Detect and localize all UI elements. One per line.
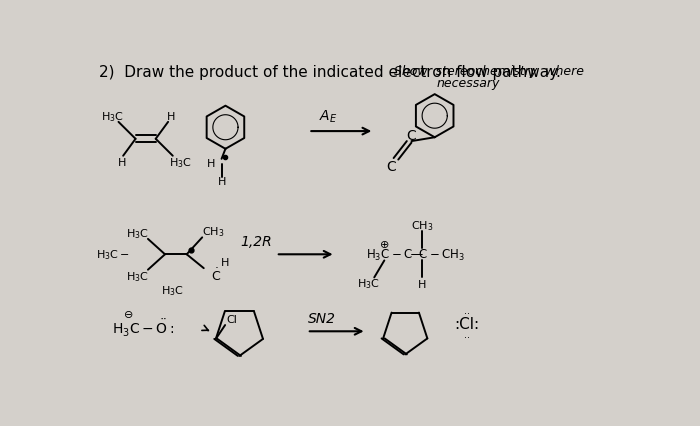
Text: ··: ·· (464, 309, 470, 319)
Text: $\mathregular{\dot{C}}$: $\mathregular{\dot{C}}$ (211, 266, 221, 283)
Text: $\mathregular{H_3C}$: $\mathregular{H_3C}$ (127, 269, 149, 283)
Text: $\mathregular{H_3C}$: $\mathregular{H_3C}$ (358, 277, 380, 291)
Text: 2)  Draw the product of the indicated electron flow pathway.: 2) Draw the product of the indicated ele… (99, 65, 561, 80)
Text: C: C (386, 159, 396, 173)
Text: ··: ·· (464, 332, 470, 342)
Text: Cl: Cl (226, 314, 237, 324)
Text: $\ominus$: $\ominus$ (122, 308, 133, 320)
Text: $A_E$: $A_E$ (318, 108, 337, 124)
Text: $\mathregular{H_3C}$: $\mathregular{H_3C}$ (161, 283, 184, 297)
Text: $\mathregular{-C-CH_3}$: $\mathregular{-C-CH_3}$ (409, 247, 466, 262)
Text: H: H (418, 279, 426, 289)
Text: $\mathregular{CH_3}$: $\mathregular{CH_3}$ (411, 219, 433, 233)
Text: $\mathregular{H_3C-\ddot{O}:}$: $\mathregular{H_3C-\ddot{O}:}$ (112, 317, 174, 338)
Text: 1,2R: 1,2R (241, 235, 272, 249)
Text: $\mathregular{H_3C}$: $\mathregular{H_3C}$ (127, 226, 149, 240)
Text: $\mathregular{CH_3}$: $\mathregular{CH_3}$ (202, 225, 224, 239)
Text: $\mathregular{H_3C-}$: $\mathregular{H_3C-}$ (97, 248, 130, 262)
Text: $\mathregular{H_3C}$: $\mathregular{H_3C}$ (101, 109, 124, 123)
Text: $\oplus$: $\oplus$ (379, 239, 389, 250)
Text: $\mathregular{H_3C-C-}$: $\mathregular{H_3C-C-}$ (367, 247, 425, 262)
Text: H: H (167, 112, 176, 121)
Text: H: H (218, 177, 226, 187)
Text: H: H (221, 257, 230, 268)
Text: SN2: SN2 (308, 311, 336, 325)
Text: C: C (406, 129, 416, 143)
Text: H: H (207, 158, 216, 168)
Text: $\mathregular{H_3C}$: $\mathregular{H_3C}$ (169, 155, 192, 170)
Text: H: H (118, 158, 126, 167)
Text: Show  stereochemistry  where: Show stereochemistry where (393, 65, 584, 78)
Text: :Cl:: :Cl: (455, 317, 480, 331)
Text: necessary: necessary (436, 77, 500, 90)
